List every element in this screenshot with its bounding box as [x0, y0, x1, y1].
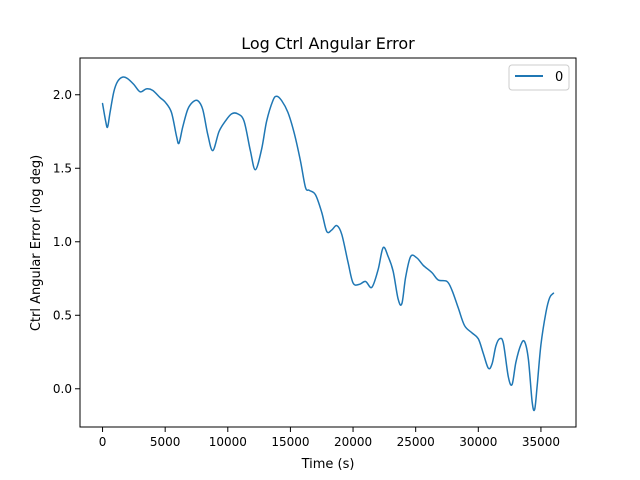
x-tick-label: 20000	[334, 435, 372, 449]
series-layer	[101, 76, 555, 412]
x-tick-label: 5000	[150, 435, 181, 449]
legend-label: 0	[555, 70, 563, 85]
y-axis-label: Ctrl Angular Error (log deg)	[29, 155, 44, 331]
x-tick-label: 30000	[459, 435, 497, 449]
x-tick-label: 25000	[397, 435, 435, 449]
y-axis: 0.0 0.5 1.0 1.5 2.0	[53, 88, 80, 396]
y-tick-label: 0.5	[53, 308, 72, 322]
x-tick-label: 0	[99, 435, 107, 449]
x-tick-label: 35000	[522, 435, 560, 449]
series-line	[101, 76, 555, 412]
plot-area	[79, 57, 577, 428]
chart-title: Log Ctrl Angular Error	[241, 34, 415, 53]
x-tick-label: 15000	[271, 435, 309, 449]
y-tick-label: 2.0	[53, 88, 72, 102]
x-tick-label: 10000	[209, 435, 247, 449]
legend: 0	[508, 64, 570, 91]
y-tick-label: 0.0	[53, 382, 72, 396]
y-tick-label: 1.0	[53, 235, 72, 249]
legend-box	[508, 64, 570, 91]
x-axis: 0 5000 10000 15000 20000 25000 30000 35000	[99, 427, 560, 449]
x-axis-label: Time (s)	[301, 457, 355, 472]
y-tick-label: 1.5	[53, 161, 72, 175]
